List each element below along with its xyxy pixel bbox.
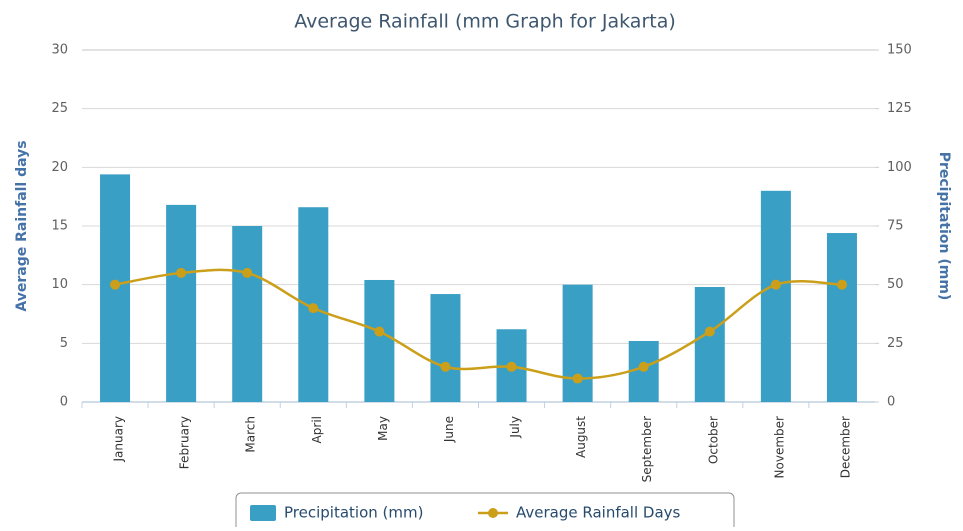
x-tick-label: February: [178, 416, 192, 469]
line-marker: [308, 303, 319, 314]
bar: [166, 204, 197, 402]
y-tick-label: 20: [51, 160, 68, 175]
y2-tick-label: 100: [887, 160, 912, 175]
x-tick-label: April: [310, 416, 324, 443]
line-marker: [374, 326, 385, 337]
y-tick-label: 30: [51, 43, 68, 58]
y2-tick-label: 125: [887, 101, 912, 116]
legend-label: Precipitation (mm): [284, 504, 423, 522]
y-tick-label: 15: [51, 219, 68, 234]
y-axis-title: Average Rainfall days: [14, 140, 30, 311]
legend-swatch: [250, 505, 276, 521]
y-tick-label: 0: [60, 395, 68, 410]
line-marker: [638, 361, 649, 372]
y2-tick-label: 0: [887, 395, 895, 410]
x-tick-label: August: [574, 416, 588, 458]
x-tick-label: October: [706, 416, 720, 464]
x-tick-label: November: [772, 416, 786, 478]
line-marker: [770, 279, 781, 290]
y2-tick-label: 25: [887, 336, 904, 351]
line: [114, 268, 842, 380]
y2-tick-label: 75: [887, 219, 904, 234]
y2-tick-label: 50: [887, 277, 904, 292]
line-marker: [704, 326, 715, 337]
bar: [430, 294, 461, 402]
line-marker: [110, 279, 121, 290]
line-marker: [572, 373, 583, 384]
bar: [562, 284, 593, 402]
x-tick-label: September: [640, 416, 654, 482]
x-tick-label: March: [244, 416, 258, 453]
line-marker: [242, 267, 253, 278]
x-tick-label: May: [376, 416, 390, 441]
line-marker: [440, 361, 451, 372]
x-tick-label: July: [508, 416, 522, 439]
bar: [364, 279, 395, 402]
x-tick-label: December: [838, 416, 852, 478]
line-marker: [176, 267, 187, 278]
bar: [760, 190, 791, 402]
y-tick-label: 25: [51, 101, 68, 116]
legend-swatch: [488, 508, 498, 518]
bar: [694, 287, 725, 402]
y-tick-label: 5: [60, 336, 68, 351]
chart-title: Average Rainfall (mm Graph for Jakarta): [294, 11, 676, 33]
line-marker: [506, 361, 517, 372]
y-tick-label: 10: [51, 277, 68, 292]
y2-tick-label: 150: [887, 43, 912, 58]
bar: [232, 226, 263, 402]
line-marker: [836, 279, 847, 290]
bar: [826, 233, 857, 402]
legend-label: Average Rainfall Days: [516, 504, 681, 522]
x-tick-label: June: [442, 416, 456, 443]
y2-axis-title: Precipitation (mm): [936, 152, 952, 301]
x-tick-label: January: [112, 416, 126, 463]
